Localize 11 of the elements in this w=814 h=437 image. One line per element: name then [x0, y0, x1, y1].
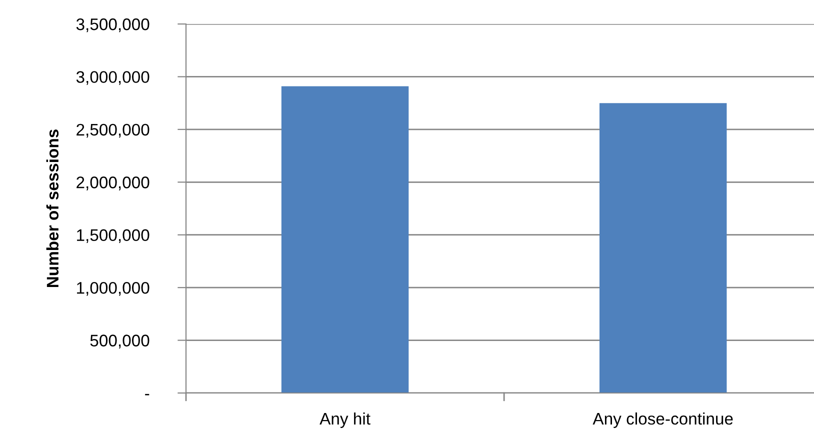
y-tick-label: 500,000 — [90, 334, 150, 348]
y-axis-title: Number of sessions — [46, 130, 59, 288]
y-tick-label: 2,000,000 — [76, 176, 150, 190]
y-tick-label: 1,500,000 — [77, 229, 150, 244]
y-tick-label: 2,500,000 — [76, 124, 150, 138]
y-tick-label: - — [145, 394, 150, 396]
x-tick-label: Any hit — [320, 412, 370, 428]
x-tick-label: Any close-continue — [592, 412, 733, 428]
y-tick-label: 3,000,000 — [76, 71, 150, 85]
y-tick-label: 1,000,000 — [77, 282, 150, 296]
y-tick-label: 3,500,000 — [76, 18, 150, 32]
